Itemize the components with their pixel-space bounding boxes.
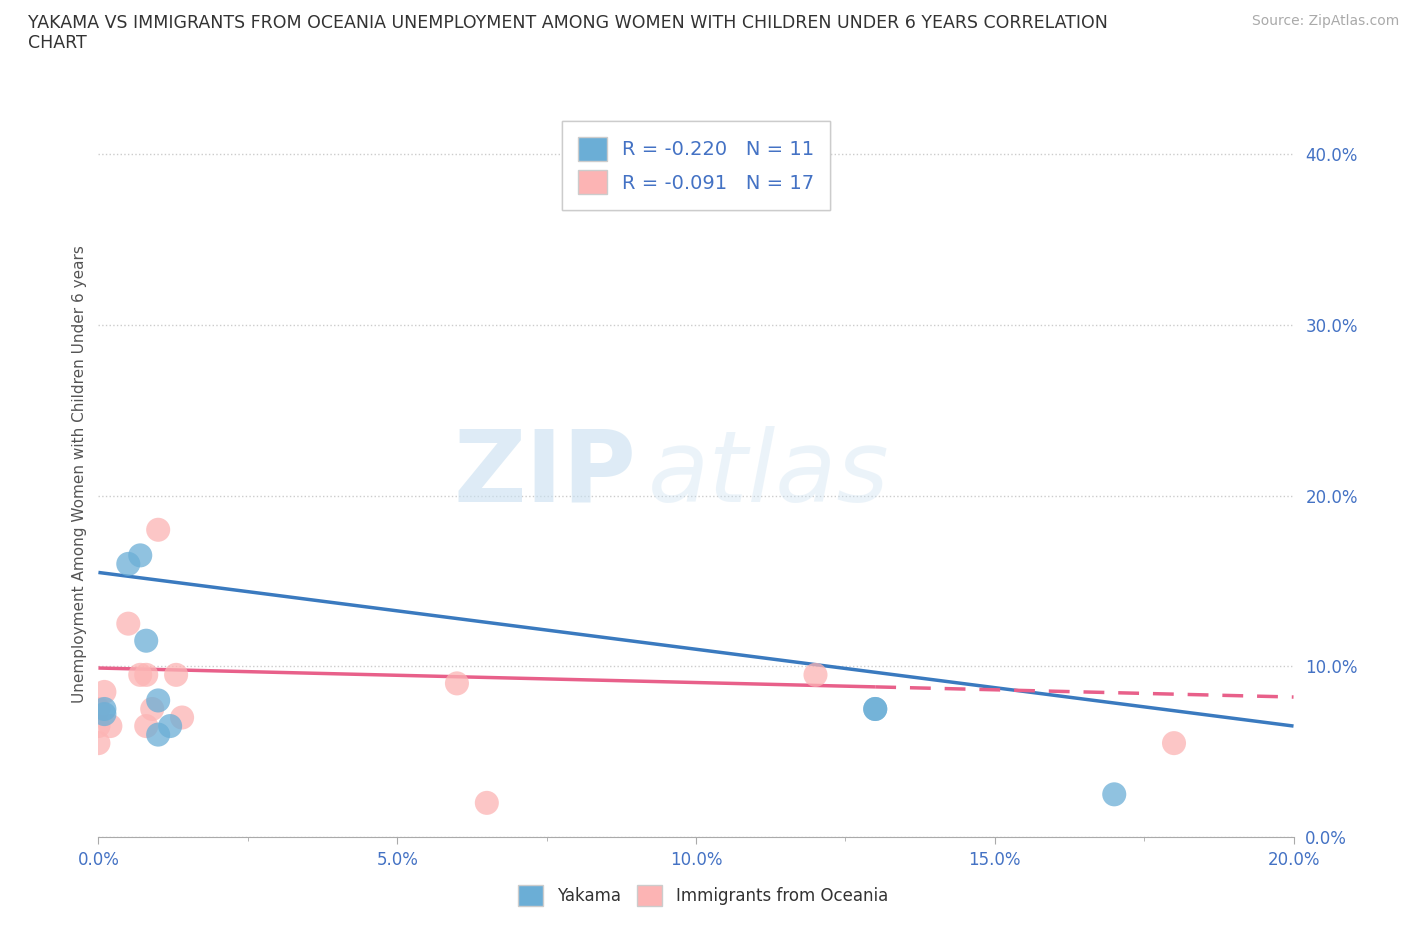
Text: CHART: CHART xyxy=(28,34,87,52)
Legend: R = -0.220   N = 11, R = -0.091   N = 17: R = -0.220 N = 11, R = -0.091 N = 17 xyxy=(562,121,830,209)
Point xyxy=(129,668,152,683)
Point xyxy=(141,701,163,716)
Point xyxy=(865,701,887,716)
Text: atlas: atlas xyxy=(648,426,890,523)
Point xyxy=(87,736,110,751)
Point xyxy=(87,701,110,716)
Point xyxy=(117,617,139,631)
Point xyxy=(129,548,152,563)
Point xyxy=(148,693,170,708)
Point xyxy=(135,719,157,734)
Point xyxy=(1104,787,1126,802)
Text: YAKAMA VS IMMIGRANTS FROM OCEANIA UNEMPLOYMENT AMONG WOMEN WITH CHILDREN UNDER 6: YAKAMA VS IMMIGRANTS FROM OCEANIA UNEMPL… xyxy=(28,14,1108,32)
Point xyxy=(475,795,498,810)
Text: ZIP: ZIP xyxy=(453,426,636,523)
Point xyxy=(93,707,115,722)
Point xyxy=(135,668,157,683)
Text: Source: ZipAtlas.com: Source: ZipAtlas.com xyxy=(1251,14,1399,28)
Point xyxy=(804,668,827,683)
Point xyxy=(865,701,887,716)
Point xyxy=(93,684,115,699)
Point xyxy=(172,711,194,725)
Point xyxy=(1163,736,1185,751)
Point xyxy=(165,668,187,683)
Y-axis label: Unemployment Among Women with Children Under 6 years: Unemployment Among Women with Children U… xyxy=(72,246,87,703)
Point xyxy=(98,719,122,734)
Point xyxy=(87,719,110,734)
Point xyxy=(148,727,170,742)
Point xyxy=(117,556,139,571)
Point xyxy=(159,719,181,734)
Point xyxy=(446,676,468,691)
Point xyxy=(135,633,157,648)
Point xyxy=(93,701,115,716)
Legend: Yakama, Immigrants from Oceania: Yakama, Immigrants from Oceania xyxy=(512,879,894,912)
Point xyxy=(148,523,170,538)
